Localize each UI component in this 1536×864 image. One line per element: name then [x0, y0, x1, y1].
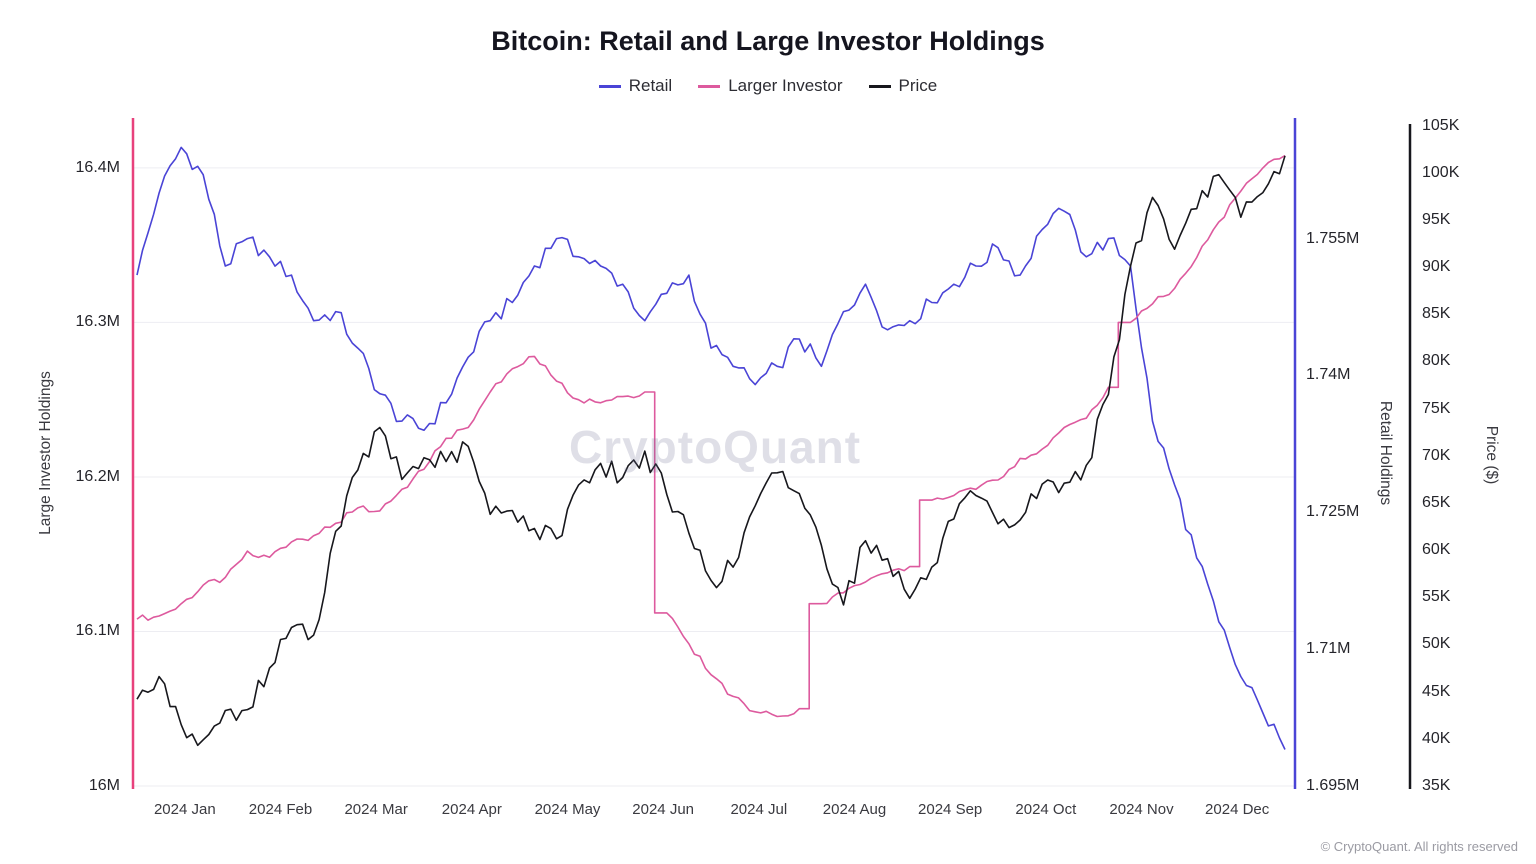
x-tick-month: 2024 Jun [632, 801, 695, 818]
y-tick-price: 55K [1422, 588, 1451, 606]
axis-label-large-investor-holdings: Large Investor Holdings [37, 371, 54, 535]
y-tick-price: 65K [1422, 493, 1451, 511]
x-tick-month: 2024 Aug [822, 801, 887, 818]
legend-item-retail[interactable]: Retail [598, 76, 673, 96]
copyright-text: © CryptoQuant. All rights reserved [1320, 839, 1518, 854]
y-tick-price: 80K [1422, 352, 1451, 370]
y-tick-price: 90K [1422, 258, 1451, 276]
legend-label-retail: Retail [628, 76, 673, 95]
legend: Retail Larger Investor Price [0, 76, 1536, 96]
y-tick-retail: 1.71M [1306, 640, 1351, 658]
series-line-larger-investor [136, 154, 1286, 718]
legend-swatch-retail-line [598, 84, 621, 88]
y-tick-price: 70K [1422, 446, 1451, 464]
x-tick-month: 2024 Mar [344, 801, 408, 818]
x-tick-month: 2024 Feb [248, 801, 313, 818]
y-tick-price: 105K [1422, 116, 1460, 134]
legend-item-larger-investor[interactable]: Larger Investor [698, 76, 843, 96]
chart-title: Bitcoin: Retail and Large Investor Holdi… [491, 26, 1045, 56]
series-line-retail [136, 146, 1286, 750]
legend-swatch-larger-investor-line [698, 84, 721, 88]
series-line-price [136, 155, 1286, 747]
legend-item-price[interactable]: Price [868, 76, 938, 96]
axis-label-retail-holdings: Retail Holdings [1377, 400, 1394, 506]
y-tick-large-investor: 16M [88, 777, 120, 794]
y-tick-retail: 1.755M [1306, 229, 1360, 247]
y-tick-large-investor: 16.4M [75, 158, 120, 176]
y-tick-price: 100K [1422, 163, 1460, 181]
x-tick-month: 2024 Dec [1205, 801, 1270, 818]
axis-label-price: Price ($) [1483, 425, 1500, 485]
y-tick-retail: 1.725M [1306, 503, 1360, 521]
x-tick-month: 2024 Sep [918, 801, 983, 818]
x-tick-month: 2024 Jan [153, 801, 216, 818]
y-tick-price: 45K [1422, 682, 1451, 700]
x-tick-month: 2024 Apr [441, 801, 502, 818]
y-tick-price: 40K [1422, 729, 1451, 747]
y-tick-price: 85K [1422, 305, 1451, 323]
x-tick-month: 2024 Oct [1015, 801, 1077, 818]
y-tick-retail: 1.74M [1306, 366, 1351, 384]
legend-label-larger-investor: Larger Investor [728, 76, 843, 95]
y-tick-price: 95K [1422, 210, 1451, 228]
x-tick-month: 2024 Nov [1109, 801, 1174, 818]
y-tick-price: 75K [1422, 399, 1451, 417]
y-tick-price: 35K [1422, 777, 1451, 794]
legend-label-price: Price [898, 76, 938, 95]
y-tick-price: 50K [1422, 635, 1451, 653]
y-tick-large-investor: 16.3M [75, 313, 120, 331]
y-tick-large-investor: 16.2M [75, 467, 120, 485]
legend-swatch-price-line [868, 84, 891, 88]
x-tick-month: 2024 Jul [730, 801, 788, 818]
y-tick-price: 60K [1422, 541, 1451, 559]
y-tick-retail: 1.695M [1306, 777, 1360, 794]
y-tick-large-investor: 16.1M [75, 622, 120, 640]
x-tick-month: 2024 May [534, 801, 601, 818]
